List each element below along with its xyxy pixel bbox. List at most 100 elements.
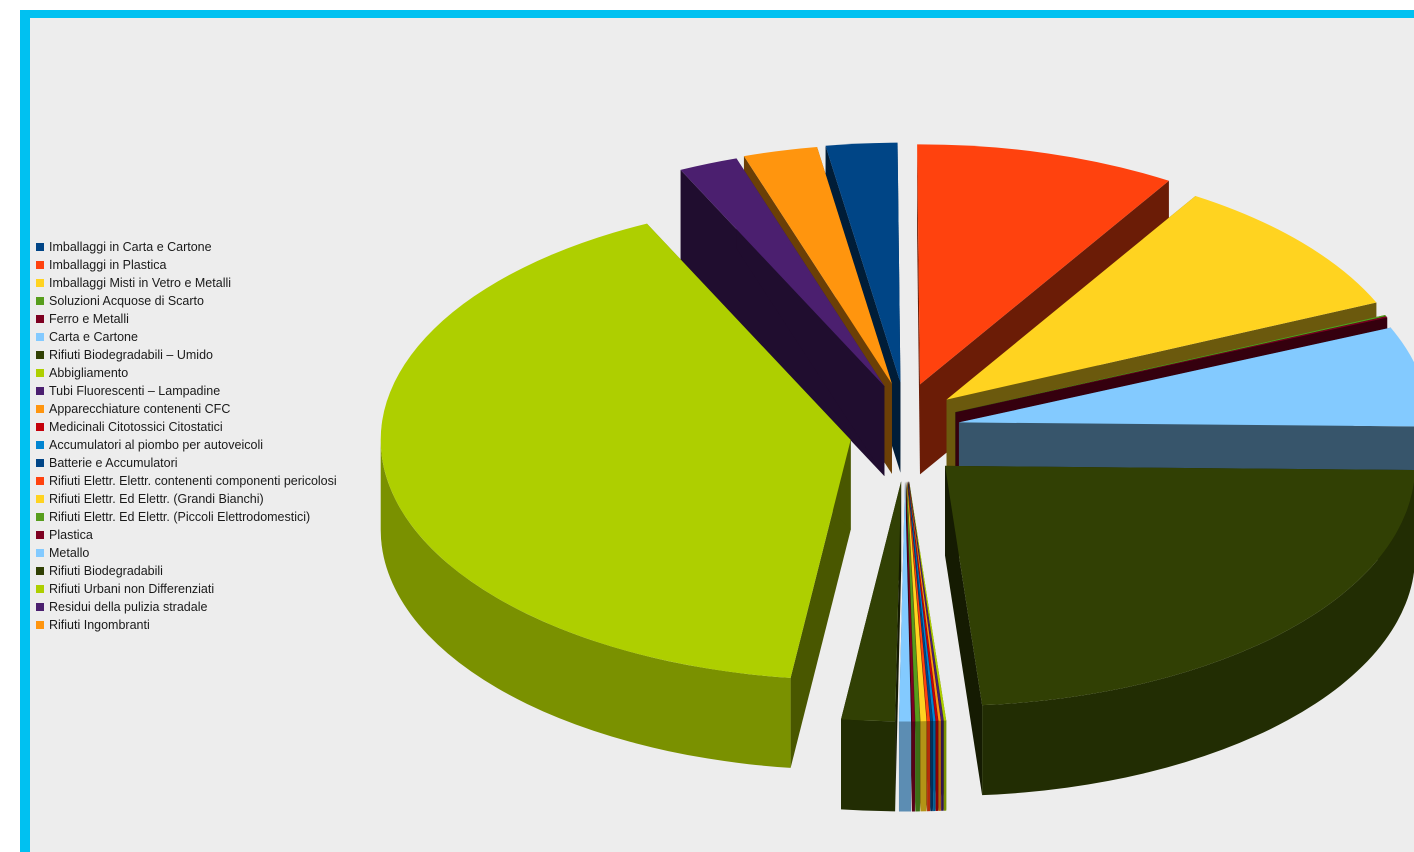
legend-item: Abbigliamento [36,364,337,382]
pie-slice-rim [380,439,791,768]
legend-item: Tubi Fluorescenti – Lampadine [36,382,337,400]
legend-swatch [36,369,44,377]
pie-slice-rim [982,481,1414,796]
pie-slice-rim [911,721,915,812]
legend-swatch [36,405,44,413]
pie-slice-wall [917,144,920,475]
legend-label: Rifiuti Biodegradabili [49,564,163,578]
pie-slice-top [825,142,901,383]
legend-item: Rifiuti Elettr. Elettr. contenenti compo… [36,472,337,490]
pie-slice-rim [935,720,939,811]
pie-slice-top [958,327,1414,427]
legend-swatch [36,513,44,521]
pie-slice-top [907,481,933,722]
legend-item: Soluzioni Acquose di Scarto [36,292,337,310]
legend-swatch [36,531,44,539]
legend-swatch [36,279,44,287]
pie-slice-top [908,481,939,721]
legend-label: Rifiuti Ingombranti [49,618,150,632]
legend-item: Rifiuti Biodegradabili [36,562,337,580]
legend-item: Imballaggi Misti in Vetro e Metalli [36,274,337,292]
legend-swatch [36,243,44,251]
legend-label: Residui della pulizia stradale [49,600,208,614]
legend-label: Rifiuti Biodegradabili – Umido [49,348,213,362]
legend-swatch [36,585,44,593]
legend-item: Rifiuti Ingombranti [36,616,337,634]
pie-slice-rim [927,721,931,812]
legend-label: Medicinali Citotossici Citostatici [49,420,223,434]
legend-label: Imballaggi in Carta e Cartone [49,240,212,254]
pie-slice-top [680,158,885,387]
legend: Imballaggi in Carta e Cartone Imballaggi … [36,238,337,634]
legend-label: Metallo [49,546,90,560]
pie-slice [680,158,885,477]
legend-label: Abbigliamento [49,366,129,380]
pie-slice-top [908,481,941,721]
legend-label: Carta e Cartone [49,330,138,344]
pie-slice-top [898,481,912,722]
pie-slice-rim [898,721,912,812]
legend-swatch [36,603,44,611]
legend-item: Medicinali Citotossici Citostatici [36,418,337,436]
legend-swatch [36,423,44,431]
legend-item: Rifiuti Elettr. Ed Elettr. (Grandi Bianc… [36,490,337,508]
legend-item: Rifiuti Biodegradabili – Umido [36,346,337,364]
pie-slice-top [917,144,1169,385]
pie-slice-top [906,481,920,722]
legend-swatch [36,567,44,575]
pie-slice-top [955,315,1387,413]
legend-label: Imballaggi Misti in Vetro e Metalli [49,276,232,290]
legend-label: Rifiuti Elettr. Ed Elettr. (Grandi Bianc… [49,492,264,506]
legend-label: Rifiuti Urbani non Differenziati [49,582,215,596]
pie-slice-top [906,481,927,722]
pie-slice-rim [841,719,896,812]
legend-swatch [36,261,44,269]
legend-label: Ferro e Metalli [49,312,129,326]
legend-label: Accumulatori al piombo per autoveicoli [49,438,263,452]
pie-slice-top [380,223,851,678]
pie-slice [945,465,1414,796]
legend-swatch [36,495,44,503]
legend-item: Imballaggi in Plastica [36,256,337,274]
legend-label: Rifiuti Elettr. Ed Elettr. (Piccoli Elet… [49,510,311,524]
legend-swatch [36,549,44,557]
legend-swatch [36,621,44,629]
pie-slice-top [946,195,1377,400]
legend-item: Rifiuti Urbani non Differenziati [36,580,337,598]
pie-slice-top [905,481,915,722]
legend-item: Residui della pulizia stradale [36,598,337,616]
legend-swatch [36,459,44,467]
legend-item: Apparecchiature contenenti CFC [36,400,337,418]
legend-swatch [36,387,44,395]
legend-swatch [36,333,44,341]
legend-item: Plastica [36,526,337,544]
legend-item: Rifiuti Elettr. Ed Elettr. (Piccoli Elet… [36,508,337,526]
legend-label: Soluzioni Acquose di Scarto [49,294,204,308]
legend-item: Accumulatori al piombo per autoveicoli [36,436,337,454]
pie-slice-wall [680,169,885,477]
pie-slice [380,223,851,768]
pie-slice-rim [941,720,944,811]
legend-item: Imballaggi in Carta e Cartone [36,238,337,256]
legend-label: Apparecchiature contenenti CFC [49,402,231,416]
pie-slice-rim [943,720,947,811]
legend-item: Carta e Cartone [36,328,337,346]
legend-swatch [36,477,44,485]
pie-slice-top [743,146,892,384]
pie-slice-rim [920,721,927,812]
pie-slice-top [908,481,936,722]
pie-slice-top [909,481,947,721]
pie-slice-top [908,481,944,721]
legend-label: Plastica [49,528,93,542]
legend-item: Batterie e Accumulatori [36,454,337,472]
pie-slice-top [841,481,902,722]
pie-slice-rim [938,720,941,811]
pie-slice-top [945,465,1414,706]
legend-label: Rifiuti Elettr. Elettr. contenenti compo… [49,474,337,488]
legend-swatch [36,351,44,359]
pie-slice-rim [933,721,936,812]
legend-label: Imballaggi in Plastica [49,258,167,272]
legend-item: Metallo [36,544,337,562]
legend-item: Ferro e Metalli [36,310,337,328]
